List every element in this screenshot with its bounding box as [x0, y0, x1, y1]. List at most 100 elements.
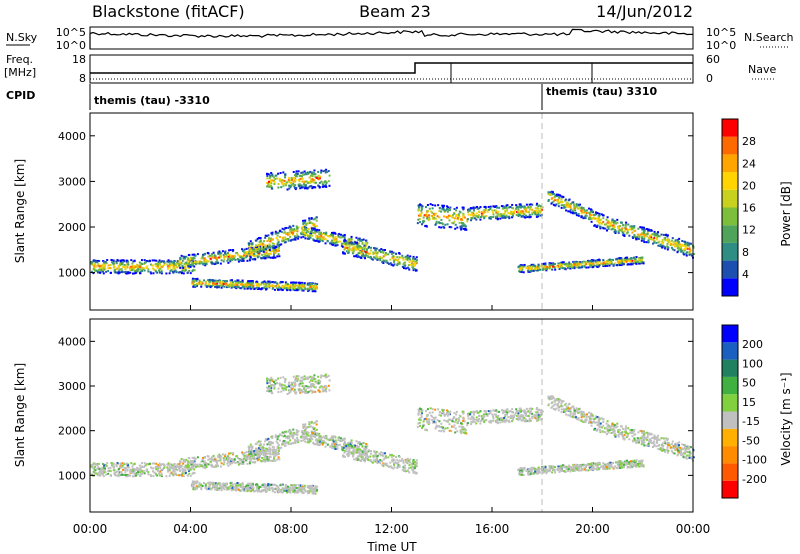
velocity-echo-cell	[276, 438, 279, 441]
power-echo-cell	[489, 215, 492, 218]
velocity-echo-cell	[187, 460, 190, 463]
velocity-echo-cell	[258, 458, 261, 461]
velocity-echo-cell	[275, 440, 278, 443]
power-echo-cell	[300, 286, 303, 289]
velocity-echo-cell	[273, 448, 276, 451]
power-echo-cell	[231, 284, 234, 287]
power-echo-cell	[564, 199, 567, 202]
power-echo-cell	[547, 199, 550, 202]
power-echo-cell	[202, 253, 205, 256]
power-echo-cell	[528, 203, 531, 206]
velocity-echo-cell	[154, 466, 157, 469]
power-echo-cell	[579, 261, 582, 264]
power-echo-cell	[680, 250, 683, 253]
power-echo-cell	[375, 255, 378, 258]
velocity-echo-cell	[301, 382, 304, 385]
power-echo-cell	[574, 206, 577, 209]
velocity-echo-cell	[178, 463, 181, 466]
power-echo-cell	[567, 210, 570, 213]
power-echo-cell	[560, 261, 563, 264]
power-echo-cell	[271, 246, 274, 249]
power-echo-cell	[314, 284, 317, 287]
power-echo-cell	[288, 231, 291, 234]
power-echo-cell	[653, 232, 656, 235]
power-echo-cell	[450, 226, 453, 229]
power-echo-cell	[621, 262, 624, 265]
power-echo-cell	[518, 270, 521, 273]
velocity-echo-cell	[321, 387, 324, 390]
velocity-echo-cell	[296, 438, 299, 441]
velocity-echo-cell	[332, 439, 335, 442]
power-echo-cell	[557, 262, 560, 265]
power-echo-cell	[379, 259, 382, 262]
power-echo-cell	[250, 281, 253, 284]
power-echo-cell	[310, 185, 313, 188]
velocity-echo-cell	[265, 458, 268, 461]
power-echo-cell	[589, 211, 592, 214]
power-echo-cell	[229, 281, 232, 284]
power-echo-cell	[601, 262, 604, 265]
power-echo-cell	[469, 214, 472, 217]
power-echo-cell	[316, 230, 319, 233]
velocity-echo-cell	[112, 465, 115, 468]
power-echo-cell	[484, 215, 487, 218]
velocity-echo-cell	[168, 469, 171, 472]
power-echo-cell	[316, 238, 319, 241]
power-echo-cell	[229, 284, 232, 287]
power-echo-cell	[131, 266, 134, 269]
velocity-echo-cell	[247, 454, 250, 457]
power-echo-cell	[453, 217, 456, 220]
velocity-echo-cell	[186, 463, 189, 466]
velocity-echo-cell	[148, 462, 151, 465]
power-echo-cell	[590, 261, 593, 264]
velocity-echo-cell	[138, 464, 141, 467]
power-echo-cell	[537, 205, 540, 208]
power-echo-cell	[293, 235, 296, 238]
velocity-echo-cell	[314, 380, 317, 383]
power-echo-cell	[460, 228, 463, 231]
velocity-echo-cell	[294, 442, 297, 445]
power-echo-cell	[455, 206, 458, 209]
power-echo-cell	[646, 235, 649, 238]
velocity-echo-cell	[168, 468, 171, 471]
power-echo-cell	[147, 260, 150, 263]
power-echo-cell	[261, 281, 264, 284]
power-echo-cell	[353, 243, 356, 246]
velocity-echo-cell	[271, 435, 274, 438]
power-echo-cell	[606, 221, 609, 224]
power-echo-cell	[245, 251, 248, 254]
power-echo-cell	[264, 288, 267, 291]
power-echo-cell	[208, 254, 211, 257]
velocity-echo-cell	[256, 458, 259, 461]
power-echo-cell	[201, 257, 204, 260]
velocity-echo-cell	[308, 376, 311, 379]
power-echo-cell	[668, 239, 671, 242]
power-echo-cell	[252, 284, 255, 287]
power-echo-cell	[378, 249, 381, 252]
velocity-echo-cell	[269, 459, 272, 462]
power-echo-cell	[112, 266, 115, 269]
velocity-echo-cell	[136, 467, 139, 470]
power-echo-cell	[585, 212, 588, 215]
power-echo-cell	[268, 184, 271, 187]
power-echo-cell	[271, 233, 274, 236]
power-echo-cell	[179, 257, 182, 260]
power-echo-cell	[685, 254, 688, 257]
velocity-echo-cell	[300, 439, 303, 442]
velocity-echo-cell	[210, 463, 213, 466]
power-echo-cell	[641, 235, 644, 238]
power-echo-cell	[295, 172, 298, 175]
velocity-echo-cell	[276, 445, 279, 448]
power-echo-cell	[643, 234, 646, 237]
power-echo-cell	[620, 257, 623, 260]
velocity-echo-cell	[304, 388, 307, 391]
power-colorbar-label: Power [dB]	[779, 181, 793, 246]
power-echo-cell	[495, 215, 498, 218]
velocity-echo-cell	[260, 451, 263, 454]
power-echo-cell	[242, 254, 245, 257]
power-echo-cell	[228, 253, 231, 256]
power-echo-cell	[639, 256, 642, 259]
power-echo-cell	[496, 218, 499, 221]
power-echo-cell	[214, 285, 217, 288]
power-echo-cell	[343, 252, 346, 255]
